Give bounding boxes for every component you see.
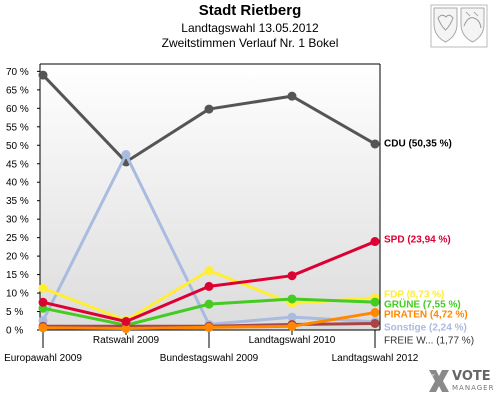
logo-text-manager: MANAGER <box>452 384 495 392</box>
data-point <box>204 281 214 291</box>
data-point <box>204 266 214 276</box>
y-tick-label: 5 % <box>6 307 23 318</box>
y-tick-label: 10 % <box>6 289 29 300</box>
chart-title: Stadt Rietberg <box>198 2 302 19</box>
data-point <box>121 150 131 160</box>
y-tick-label: 20 % <box>6 252 29 263</box>
x-tick-label: Bundestagswahl 2009 <box>160 353 259 364</box>
data-point <box>370 237 380 247</box>
data-point <box>287 321 297 331</box>
series-cdu <box>38 70 380 167</box>
chart-subtitle: Landtagswahl 13.05.2012 <box>181 21 319 35</box>
data-point <box>370 318 380 328</box>
x-tick-label: Landtagswahl 2012 <box>332 353 419 364</box>
coat-of-arms-icon <box>430 4 488 48</box>
x-tick-label: Europawahl 2009 <box>4 353 82 364</box>
y-tick-label: 65 % <box>6 85 29 96</box>
data-point <box>38 297 48 307</box>
data-point <box>121 317 131 327</box>
series-end-label: GRÜNE (7,55 %) <box>384 298 461 311</box>
data-point <box>204 104 214 114</box>
data-point <box>370 308 380 318</box>
x-tick-label: Ratswahl 2009 <box>93 335 160 346</box>
y-tick-label: 25 % <box>6 233 29 244</box>
logo-text-vote: VOTE <box>452 369 491 384</box>
data-point <box>287 294 297 304</box>
vote-manager-x-icon <box>429 370 449 392</box>
data-point <box>287 312 297 322</box>
y-ticks: 0 % 5 % 10 % 15 % 20 % 25 % 30 % 35 % 40 % 45 % 50… <box>6 67 40 337</box>
x-tick-label: Landtagswahl 2010 <box>249 335 336 346</box>
series-end-label: FDP (8,73 %) <box>384 290 444 301</box>
y-tick-label: 0 % <box>6 326 23 337</box>
series-end-label: Sonstige (2,24 %) <box>384 323 467 334</box>
series-end-label: PIRATEN (4,72 %) <box>384 310 468 321</box>
series-end-label: CDU (50,35 %) <box>384 139 452 150</box>
data-point <box>38 283 48 293</box>
chart-subtitle-2: Zweitstimmen Verlauf Nr. 1 Bokel <box>161 36 339 50</box>
series-end-label: SPD (23,94 %) <box>384 235 451 246</box>
y-tick-label: 15 % <box>6 270 29 281</box>
series-fdp <box>38 266 380 325</box>
y-tick-label: 60 % <box>6 104 29 115</box>
data-point <box>370 139 380 149</box>
data-point <box>204 322 214 332</box>
y-tick-label: 55 % <box>6 122 29 133</box>
data-point <box>287 271 297 281</box>
x-ticks: Europawahl 2009 Ratswahl 2009Bundestagswa… <box>4 330 419 364</box>
y-tick-label: 45 % <box>6 159 29 170</box>
y-tick-label: 30 % <box>6 215 29 226</box>
y-tick-label: 50 % <box>6 141 29 152</box>
y-tick-label: 35 % <box>6 196 29 207</box>
series-line <box>41 74 376 164</box>
y-tick-label: 70 % <box>6 67 29 78</box>
series-group <box>38 70 380 334</box>
data-point <box>204 299 214 309</box>
series-labels: CDU (50,35 %) Sonstige (2,24 %) FDP (8,73 … <box>384 139 474 347</box>
data-point <box>370 297 380 307</box>
series-end-label: FREIE W... (1,77 %) <box>384 336 474 347</box>
series-piraten <box>38 308 380 334</box>
data-point <box>287 91 297 101</box>
data-point <box>121 324 131 334</box>
data-point <box>38 70 48 80</box>
series-spd <box>38 237 380 327</box>
y-tick-label: 40 % <box>6 178 29 189</box>
series-line <box>42 240 376 324</box>
data-point <box>38 323 48 333</box>
